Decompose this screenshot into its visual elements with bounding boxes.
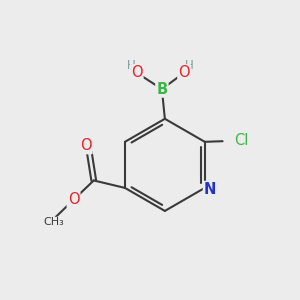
Text: O: O — [131, 65, 142, 80]
Text: CH₃: CH₃ — [43, 218, 64, 227]
Text: N: N — [204, 182, 216, 197]
Text: O: O — [80, 138, 92, 153]
Text: H: H — [185, 59, 194, 72]
Text: Cl: Cl — [234, 134, 248, 148]
Text: H: H — [127, 59, 136, 72]
Text: O: O — [178, 65, 190, 80]
Text: B: B — [156, 82, 167, 97]
Text: O: O — [68, 192, 80, 207]
